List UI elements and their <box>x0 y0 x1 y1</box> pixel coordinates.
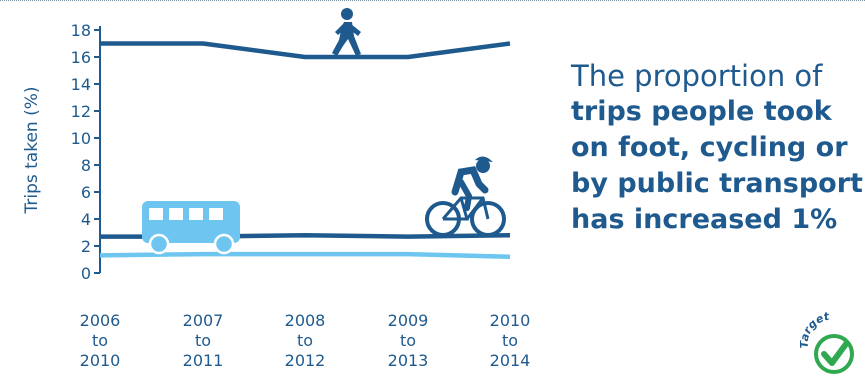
x-tick-label-line: 2013 <box>388 351 429 370</box>
x-tick-label-line: 2012 <box>285 351 326 370</box>
x-tick-label-line: 2011 <box>183 351 224 370</box>
y-tick-label: 4 <box>81 210 91 229</box>
y-tick-label: 12 <box>71 102 91 121</box>
y-tick-label: 14 <box>71 75 91 94</box>
y-axis: 0 2 4 6 8 10 12 14 16 18 <box>71 21 101 283</box>
x-tick-label-line: 2006 <box>80 311 121 330</box>
headline-bold-line-2: on foot, cycling or <box>571 132 848 163</box>
y-tick-label: 2 <box>81 237 91 256</box>
x-axis: 2006to20102007to20112008to20122009to2013… <box>80 311 531 370</box>
series-line-bus <box>99 251 511 260</box>
y-tick-label: 6 <box>81 183 91 202</box>
target-logo: Target <box>800 310 854 374</box>
y-tick-label: 18 <box>71 21 91 40</box>
x-tick-label-line: 2008 <box>285 311 326 330</box>
x-tick-label-line: to <box>400 331 416 350</box>
x-tick-label-line: 2007 <box>183 311 224 330</box>
x-tick-label-line: to <box>195 331 211 350</box>
headline-line-1: The proportion of <box>571 59 823 93</box>
headline-bold-line-3: by public transport <box>571 168 863 199</box>
series-line-walking-person <box>100 41 511 60</box>
x-tick-label-line: 2014 <box>490 351 531 370</box>
headline: The proportion of trips people took on f… <box>571 58 865 238</box>
x-tick-label-line: 2010 <box>80 351 121 370</box>
cyclist-icon <box>425 156 506 237</box>
x-tick-label-line: to <box>92 331 108 350</box>
headline-bold-line-4: has increased 1% <box>571 204 838 235</box>
headline-bold-line-1: trips people took <box>571 96 832 127</box>
y-axis-label: Trips taken (%) <box>22 86 42 214</box>
y-tick-label: 10 <box>71 129 91 148</box>
y-tick-label: 16 <box>71 48 91 67</box>
checkmark-icon <box>821 341 849 366</box>
y-tick-label: 0 <box>81 264 91 283</box>
x-tick-label-line: 2009 <box>388 311 429 330</box>
walking-person-icon <box>332 8 361 56</box>
y-tick-label: 8 <box>81 156 91 175</box>
bus-icon <box>142 201 240 255</box>
x-tick-label-line: 2010 <box>490 311 531 330</box>
x-tick-label-line: to <box>297 331 313 350</box>
x-tick-label-line: to <box>502 331 518 350</box>
